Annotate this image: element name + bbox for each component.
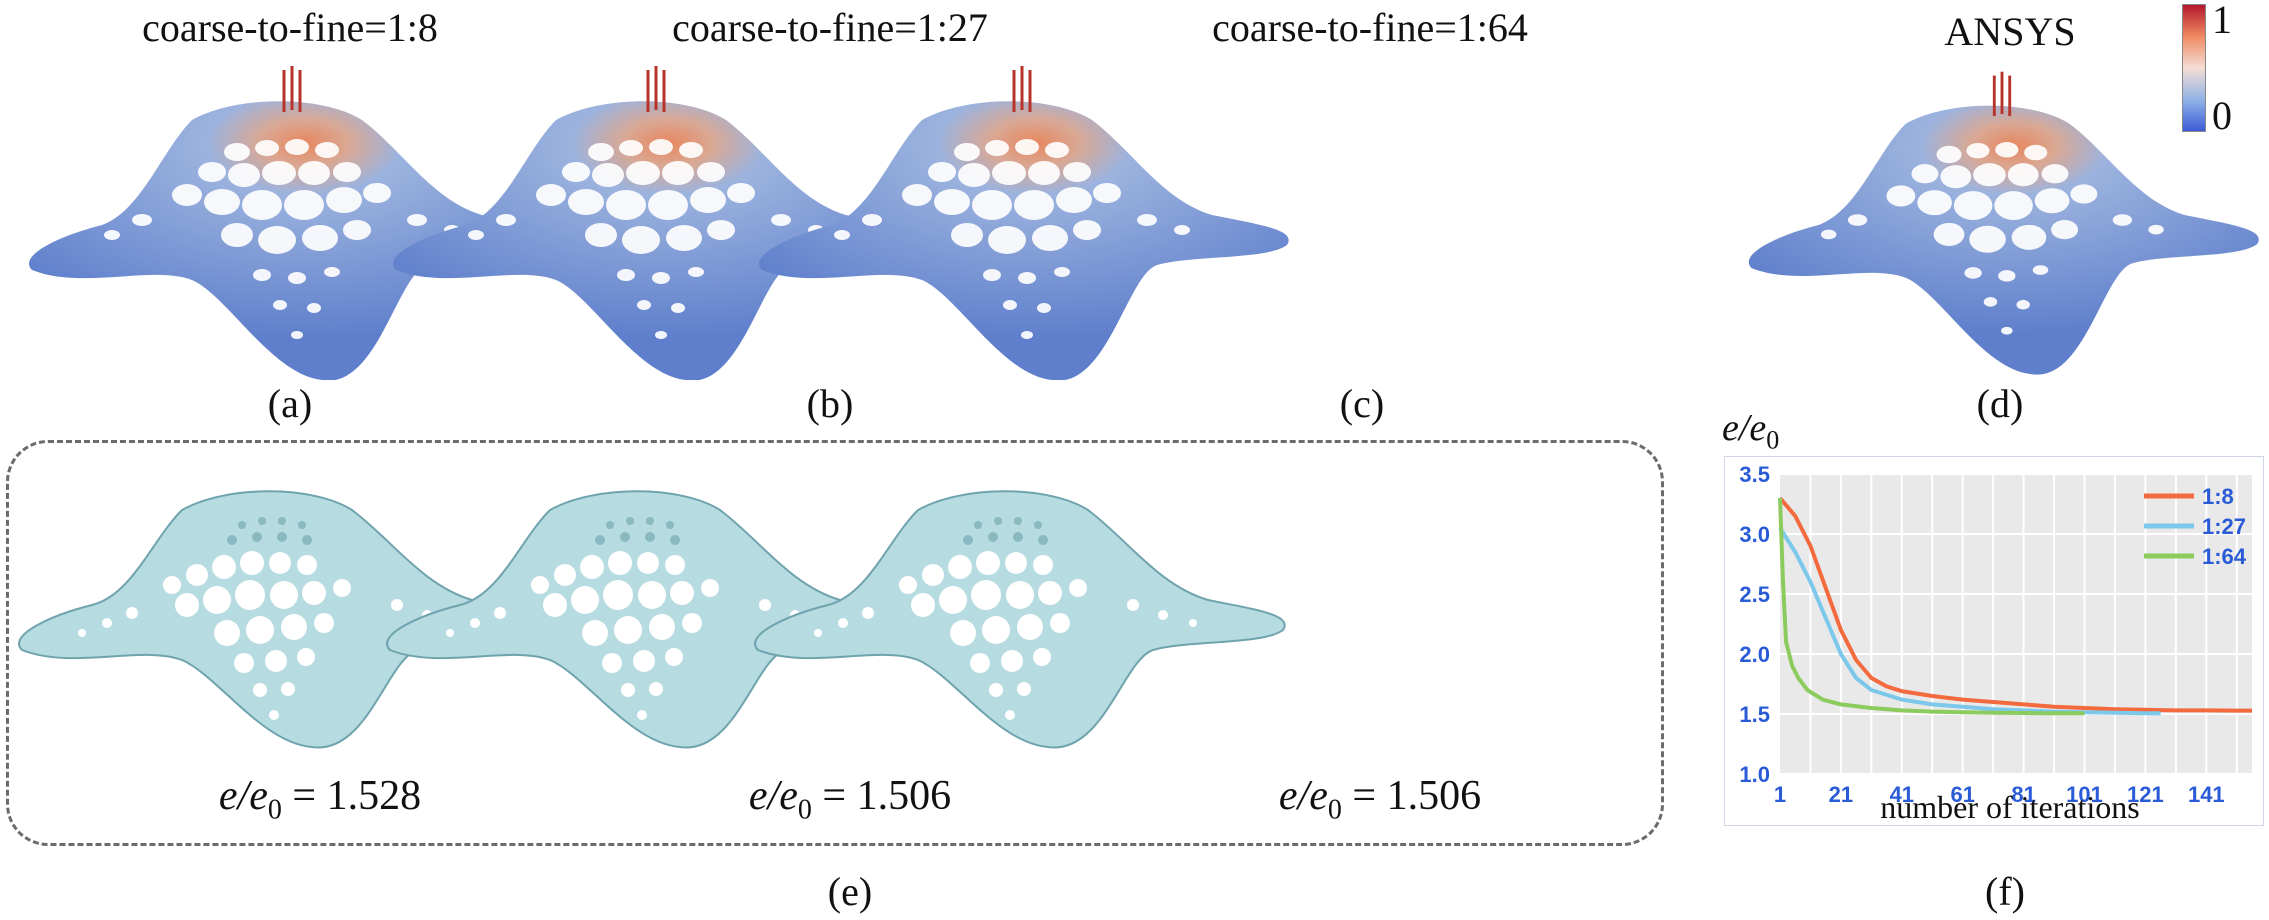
legend-label: 1:27 <box>2202 514 2246 539</box>
ratio-value: 1.506 <box>1386 773 1482 819</box>
chart-ylabel: e/e0 <box>1722 407 1780 455</box>
ratio-subscript: 0 <box>797 794 812 826</box>
series-lines <box>1778 496 2252 716</box>
panel-c-label: (c) <box>1339 381 1385 426</box>
ratio-equals: = <box>281 773 327 819</box>
panel-b-title: coarse-to-fine=1:27 <box>672 5 988 50</box>
x-tick-label: 121 <box>2127 782 2164 807</box>
ratio-value: 1.528 <box>326 773 422 819</box>
x-tick-label: 141 <box>2188 782 2225 807</box>
optimized-shell-render-1 <box>18 490 550 749</box>
y-tick-label: 1.5 <box>1739 702 1770 727</box>
result-comparison-box <box>6 440 1664 846</box>
ratio-subscript: 0 <box>1327 794 1342 826</box>
panel-a-title: coarse-to-fine=1:8 <box>142 5 438 50</box>
panel-f-label: (f) <box>1985 869 2025 914</box>
legend-label: 1:64 <box>2202 544 2247 569</box>
ratio-subscript: 0 <box>267 794 282 826</box>
panel-d-title: ANSYS <box>1944 9 2076 54</box>
optimized-shell-render-2 <box>386 490 918 749</box>
colorbar-min-label: 0 <box>2212 93 2232 138</box>
stress-shell-render-a <box>29 66 559 380</box>
panel-e-label: (e) <box>827 869 873 914</box>
panel-d-label: (d) <box>1976 381 2024 426</box>
y-tick-label: 3.0 <box>1739 522 1770 547</box>
plot-area <box>1780 474 2252 774</box>
result-ratio-1: e/e0 = 1.528 <box>170 772 470 826</box>
ylabel-subscript: 0 <box>1766 425 1780 455</box>
stress-shell-render-d <box>1748 71 2259 375</box>
y-tick-label: 3.5 <box>1739 462 1770 487</box>
x-tick-label: 21 <box>1829 782 1853 807</box>
stress-colorbar <box>2182 4 2206 132</box>
colorbar-max-label: 1 <box>2212 0 2232 42</box>
ratio-symbol: e/e <box>748 773 798 819</box>
ratio-equals: = <box>811 773 857 819</box>
ratio-value: 1.506 <box>856 773 952 819</box>
result-ratio-2: e/e0 = 1.506 <box>700 772 1000 826</box>
x-tick-label: 61 <box>1950 782 1974 807</box>
y-tick-label: 1.0 <box>1739 762 1770 787</box>
panel-b-label: (b) <box>806 381 854 426</box>
legend-label: 1:8 <box>2202 484 2234 509</box>
y-tick-label: 2.0 <box>1739 642 1770 667</box>
x-tick-labels: 1 21 41 61 81 101 121 141 <box>1774 782 2225 807</box>
y-tick-label: 2.5 <box>1739 582 1770 607</box>
chart-xlabel: number of iterations <box>1880 789 2139 825</box>
x-tick-label: 101 <box>2066 782 2103 807</box>
panel-a-label: (a) <box>267 381 313 426</box>
y-tick-labels: 1.0 1.5 2.0 2.5 3.0 3.5 <box>1739 462 1770 787</box>
x-tick-label: 81 <box>2011 782 2035 807</box>
x-tick-label: 41 <box>1890 782 1914 807</box>
optimized-shell-render-3 <box>754 490 1286 749</box>
convergence-chart: 1.01.52.02.53.03.5 1 21 41 61 81 101 121 141 1:… <box>1724 456 2264 826</box>
series-line-1-64 <box>1778 497 2085 716</box>
x-tick-label: 1 <box>1774 782 1786 807</box>
panel-c-title: coarse-to-fine=1:64 <box>1212 5 1528 50</box>
chart-legend: 1:8 1:27 1:64 <box>2144 484 2247 569</box>
chart-grid <box>1780 473 2252 775</box>
series-line-1-8 <box>1778 496 2252 713</box>
ratio-symbol: e/e <box>1278 773 1328 819</box>
result-ratio-3: e/e0 = 1.506 <box>1230 772 1530 826</box>
series-line-1-27 <box>1778 526 2161 716</box>
stress-shell-render-b <box>393 66 923 380</box>
stress-shell-render-c <box>759 66 1289 380</box>
ratio-symbol: e/e <box>218 773 268 819</box>
ratio-equals: = <box>1341 773 1387 819</box>
